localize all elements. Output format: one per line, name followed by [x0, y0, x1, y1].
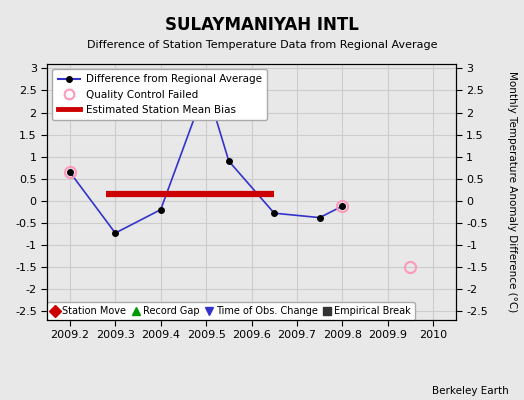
Y-axis label: Monthly Temperature Anomaly Difference (°C): Monthly Temperature Anomaly Difference (… — [507, 71, 518, 313]
Legend: Station Move, Record Gap, Time of Obs. Change, Empirical Break: Station Move, Record Gap, Time of Obs. C… — [48, 302, 414, 320]
Text: Difference of Station Temperature Data from Regional Average: Difference of Station Temperature Data f… — [87, 40, 437, 50]
Text: Berkeley Earth: Berkeley Earth — [432, 386, 508, 396]
Text: SULAYMANIYAH INTL: SULAYMANIYAH INTL — [165, 16, 359, 34]
